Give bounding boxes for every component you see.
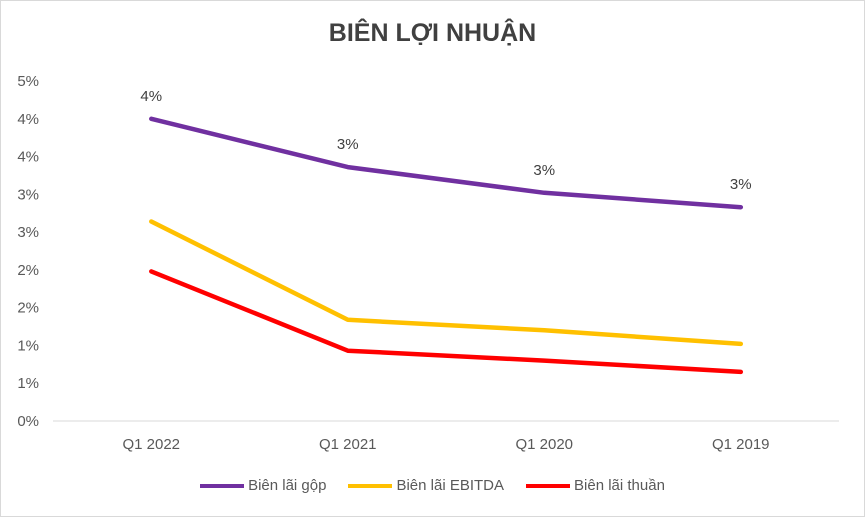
- legend-label-gross: Biên lãi gộp: [248, 477, 327, 494]
- y-tick-label: 2%: [17, 300, 39, 317]
- series-line-2: [149, 219, 744, 347]
- x-tick-label: Q1 2022: [122, 436, 180, 453]
- y-tick-label: 5%: [17, 73, 39, 90]
- legend-item-ebitda: Biên lãi EBITDA: [348, 477, 504, 494]
- legend-item-gross: Biên lãi gộp: [200, 477, 326, 494]
- data-label: 3%: [533, 162, 555, 179]
- legend-swatch-net: [526, 483, 571, 488]
- legend-swatch-ebitda: [348, 483, 393, 488]
- x-tick-label: Q1 2020: [515, 436, 573, 453]
- y-tick-label: 1%: [17, 337, 39, 354]
- y-tick-label: 2%: [17, 262, 39, 279]
- y-tick-label: 3%: [17, 186, 39, 203]
- series-line-3: [149, 269, 744, 375]
- legend-item-net: Biên lãi thuần: [526, 477, 665, 494]
- legend: Biên lãi gộp Biên lãi EBITDA Biên lãi th…: [1, 477, 864, 494]
- y-tick-label: 1%: [17, 375, 39, 392]
- series-line-1: [149, 116, 744, 210]
- plot-area: 0% 1% 1% 2% 2% 3% 3% 4% 4% 5% Q1 2022 Q1 2021 Q1 202…: [17, 73, 839, 453]
- data-label: 3%: [730, 176, 752, 193]
- y-tick-label: 4%: [17, 149, 39, 166]
- x-tick-label: Q1 2019: [712, 436, 770, 453]
- chart-title: BIÊN LỢI NHUẬN: [328, 19, 537, 47]
- x-tick-label: Q1 2021: [319, 436, 377, 453]
- data-label: 3%: [337, 136, 359, 153]
- y-tick-label: 3%: [17, 224, 39, 241]
- legend-label-net: Biên lãi thuần: [574, 477, 665, 494]
- y-tick-label: 0%: [17, 413, 39, 430]
- y-tick-label: 4%: [17, 111, 39, 128]
- legend-swatch-gross: [200, 483, 245, 488]
- data-label: 4%: [140, 88, 162, 105]
- legend-label-ebitda: Biên lãi EBITDA: [396, 477, 505, 494]
